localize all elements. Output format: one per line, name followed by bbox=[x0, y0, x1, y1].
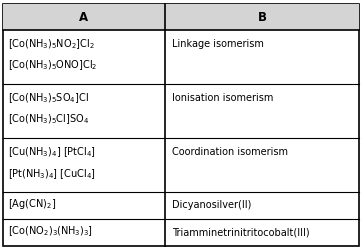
Text: [Pt(NH$_3$)$_4$] [CuCl$_4$]: [Pt(NH$_3$)$_4$] [CuCl$_4$] bbox=[8, 167, 96, 181]
Text: [Ag(CN)$_2$]: [Ag(CN)$_2$] bbox=[8, 197, 56, 211]
Text: Triamminetrinitritocobalt(III): Triamminetrinitritocobalt(III) bbox=[172, 228, 310, 238]
Text: [Co(NO$_2$)$_3$(NH$_3$)$_3$]: [Co(NO$_2$)$_3$(NH$_3$)$_3$] bbox=[8, 224, 93, 238]
Text: Dicyanosilver(II): Dicyanosilver(II) bbox=[172, 200, 251, 210]
Text: [Cu(NH$_3$)$_4$] [PtCl$_4$]: [Cu(NH$_3$)$_4$] [PtCl$_4$] bbox=[8, 145, 96, 159]
Text: A: A bbox=[79, 11, 88, 24]
Bar bbox=[165, 4, 359, 30]
Text: [Co(NH$_3$)$_5$SO$_4$]Cl: [Co(NH$_3$)$_5$SO$_4$]Cl bbox=[8, 91, 89, 105]
Text: [Co(NH$_3$)$_5$Cl]SO$_4$: [Co(NH$_3$)$_5$Cl]SO$_4$ bbox=[8, 113, 89, 126]
Text: B: B bbox=[257, 11, 266, 24]
Bar bbox=[3, 4, 165, 30]
Text: [Co(NH$_3$)$_5$NO$_2$]Cl$_2$: [Co(NH$_3$)$_5$NO$_2$]Cl$_2$ bbox=[8, 37, 95, 51]
Text: Linkage isomerism: Linkage isomerism bbox=[172, 39, 264, 49]
Text: Coordination isomerism: Coordination isomerism bbox=[172, 147, 288, 157]
Text: Ionisation isomerism: Ionisation isomerism bbox=[172, 93, 273, 103]
Text: [Co(NH$_3$)$_5$ONO]Cl$_2$: [Co(NH$_3$)$_5$ONO]Cl$_2$ bbox=[8, 59, 98, 72]
